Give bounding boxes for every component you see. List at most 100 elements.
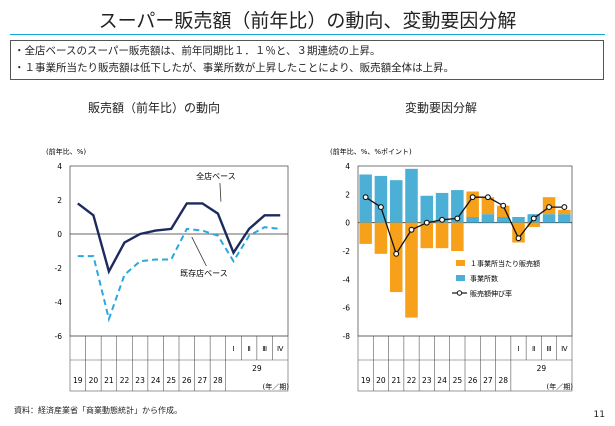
per-establishment-sales-bar bbox=[405, 222, 418, 318]
sales-growth-point bbox=[377, 204, 384, 211]
left-x-tick-label: 25 bbox=[166, 376, 176, 385]
right-x-tick-label: 21 bbox=[391, 376, 401, 385]
sales-growth-point bbox=[500, 202, 507, 209]
sales-growth-point bbox=[439, 216, 446, 223]
sales-growth-point bbox=[423, 219, 430, 226]
left-y-tick-label: -4 bbox=[55, 298, 63, 307]
right-x-tick-label: 25 bbox=[453, 376, 463, 385]
right-y-tick-label: 0 bbox=[345, 219, 350, 228]
left-y-tick-label: -2 bbox=[55, 264, 63, 273]
establishment-count-bar bbox=[389, 180, 403, 223]
legend-swatch-establishment-count bbox=[456, 275, 465, 281]
sales-growth-point bbox=[530, 215, 537, 222]
sales-growth-point bbox=[561, 204, 568, 211]
per-establishment-sales-bar bbox=[435, 222, 449, 249]
per-establishment-sales-bar bbox=[420, 222, 434, 249]
all-store-annotation-arrow bbox=[219, 182, 222, 202]
page-title: スーパー販売額（前年比）の動向、変動要因分解 bbox=[98, 10, 517, 32]
legend-label-sales-growth: 販売額伸び率 bbox=[470, 289, 512, 298]
left-x-tick-label: Ⅲ bbox=[262, 345, 267, 353]
sales-growth-point bbox=[469, 194, 476, 201]
right-x-tick-label: 26 bbox=[468, 376, 478, 385]
sales-growth-point bbox=[515, 235, 522, 242]
per-establishment-sales-bar bbox=[558, 209, 571, 215]
existing-store-annotation-arrow bbox=[191, 236, 207, 267]
right-year-group-label: 29 bbox=[537, 364, 547, 373]
establishment-count-bar bbox=[512, 217, 525, 223]
existing-store-annotation: 既存店ベース bbox=[180, 268, 228, 278]
right-x-tick-label: Ⅲ bbox=[547, 345, 552, 353]
left-y-tick-label: 2 bbox=[57, 196, 62, 205]
right-y-tick-label: -4 bbox=[343, 275, 351, 284]
right-x-tick-label: 19 bbox=[361, 376, 371, 385]
sales-growth-line bbox=[365, 196, 565, 256]
summary-line-2: ・１事業所当たり販売額は低下したが、事業所数が上昇したことにより、販売額全体は上… bbox=[14, 62, 455, 74]
right-x-tick-label: 23 bbox=[422, 376, 432, 385]
legend-swatch-growth-marker bbox=[456, 290, 463, 296]
right-x-tick-label: Ⅱ bbox=[532, 345, 535, 353]
page-number: 11 bbox=[593, 410, 605, 420]
right-y-tick-label: -8 bbox=[343, 332, 351, 341]
per-establishment-sales-bar bbox=[451, 222, 464, 251]
left-unit-label: (前年比、%) bbox=[46, 147, 86, 156]
per-establishment-sales-bar bbox=[481, 197, 495, 215]
left-x-tick-label: 23 bbox=[135, 376, 145, 385]
per-establishment-sales-bar bbox=[466, 191, 479, 217]
sales-trend-chart: (前年比、%)420-2-4-619 20 21 22 23 24 25 26 27 28Ⅰ Ⅱ Ⅲ Ⅳ… bbox=[46, 147, 290, 392]
left-x-tick-label: 26 bbox=[182, 376, 192, 385]
left-x-tick-label: Ⅳ bbox=[277, 345, 284, 353]
right-x-tick-label: 24 bbox=[437, 376, 447, 385]
right-x-axis-label: (年／期) bbox=[547, 382, 574, 391]
per-establishment-sales-bar bbox=[496, 205, 510, 217]
establishment-count-bar bbox=[558, 214, 571, 223]
right-x-tick-label: 28 bbox=[498, 376, 508, 385]
establishment-count-bar bbox=[420, 195, 434, 223]
left-x-tick-label: 27 bbox=[198, 376, 208, 385]
per-establishment-sales-bar bbox=[359, 222, 372, 244]
left-x-tick-label: Ⅰ bbox=[232, 345, 234, 353]
establishment-count-bar bbox=[542, 214, 556, 223]
left-x-tick-label: 28 bbox=[213, 376, 223, 385]
factor-decomposition-chart: (前年比、%、%ポイント)420-2-4-6-819 20 21 22 23 24 25 26… bbox=[330, 147, 574, 392]
sales-growth-point bbox=[408, 226, 415, 233]
left-year-group-label: 29 bbox=[252, 364, 262, 373]
left-y-tick-label: 4 bbox=[57, 162, 62, 171]
legend-label-establishment-count: 事業所数 bbox=[470, 274, 498, 283]
right-x-tick-label: 20 bbox=[376, 376, 386, 385]
right-x-tick-label: 22 bbox=[407, 376, 417, 385]
right-y-tick-label: -2 bbox=[343, 247, 351, 256]
per-establishment-sales-bar bbox=[527, 222, 541, 227]
establishment-count-bar bbox=[405, 168, 418, 223]
right-y-tick-label: -6 bbox=[343, 304, 351, 313]
establishment-count-bar bbox=[466, 217, 479, 223]
establishment-count-bar bbox=[481, 214, 495, 223]
left-x-tick-label: 21 bbox=[104, 376, 114, 385]
legend-swatch-per-establishment bbox=[456, 260, 465, 266]
right-x-tick-label: Ⅳ bbox=[561, 345, 568, 353]
sales-growth-point bbox=[484, 194, 491, 201]
right-y-tick-label: 4 bbox=[345, 162, 350, 171]
establishment-count-bar bbox=[496, 217, 510, 223]
legend-label-per-establishment: １事業所当たり販売額 bbox=[470, 259, 540, 268]
left-x-axis-label: (年／期) bbox=[263, 382, 290, 391]
sales-growth-point bbox=[362, 194, 369, 201]
sales-growth-point bbox=[454, 215, 461, 222]
sales-growth-point bbox=[546, 204, 553, 211]
left-chart-title: 販売額（前年比）の動向 bbox=[88, 101, 221, 115]
title-divider bbox=[10, 34, 605, 35]
sales-growth-point bbox=[393, 250, 400, 257]
summary-line-1: ・全店ベースのスーパー販売額は、前年同期比１．１％と、３期連続の上昇。 bbox=[14, 45, 381, 57]
right-x-tick-label: 27 bbox=[483, 376, 493, 385]
summary-box: ・全店ベースのスーパー販売額は、前年同期比１．１％と、３期連続の上昇。 ・１事業… bbox=[10, 40, 604, 80]
left-x-tick-label: 22 bbox=[120, 376, 130, 385]
left-x-tick-label: 20 bbox=[89, 376, 99, 385]
left-x-tick-label: 19 bbox=[73, 376, 83, 385]
right-x-tick-label: Ⅰ bbox=[517, 345, 519, 353]
per-establishment-sales-bar bbox=[374, 222, 388, 254]
all-store-annotation: 全店ベース bbox=[196, 171, 236, 181]
source-note: 資料：経済産業省「商業動態統計」から作成。 bbox=[14, 406, 182, 415]
establishment-count-bar bbox=[374, 175, 388, 223]
left-x-tick-label: 24 bbox=[151, 376, 161, 385]
all-store-series-line bbox=[77, 202, 281, 275]
left-y-tick-label: 0 bbox=[57, 230, 62, 239]
